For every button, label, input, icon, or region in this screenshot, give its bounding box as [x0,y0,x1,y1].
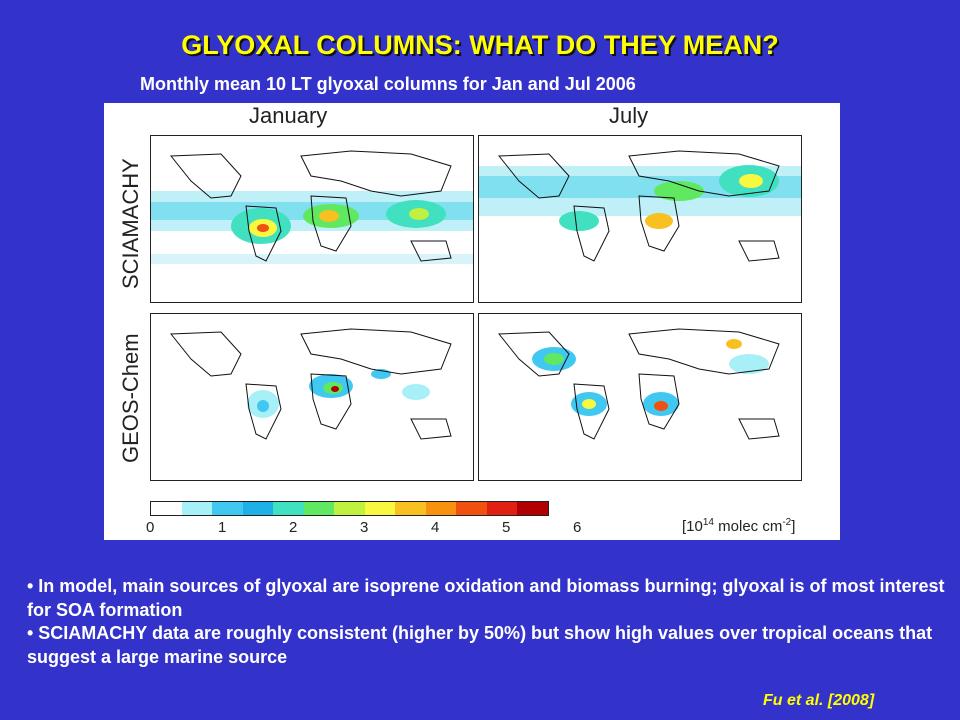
map-sciamachy-july [478,135,802,303]
column-label-january: January [249,103,328,128]
colorbar-swatch-7 [364,502,395,515]
bullet-item: • In model, main sources of glyoxal are … [27,576,945,620]
bullet-item: • SCIAMACHY data are roughly consistent … [27,623,933,667]
colorbar-swatch-12 [517,502,548,515]
colorbar-swatch-9 [425,502,456,515]
row-label-sciamachy: SCIAMACHY [118,158,143,289]
colorbar-tick-1: 1 [218,519,227,536]
colorbar-swatch-1 [181,502,212,515]
slide-subtitle: Monthly mean 10 LT glyoxal columns for J… [140,74,636,94]
colorbar-tick-4: 4 [431,519,440,536]
map-geos-chem-january [150,313,474,481]
citation: Fu et al. [2008] [763,692,875,709]
map-sciamachy-january [150,135,474,303]
colorbar-tick-3: 3 [360,519,369,536]
colorbar-swatch-0 [151,502,182,515]
colorbar-swatch-3 [242,502,273,515]
map-geos-chem-july [478,313,802,481]
colorbar-swatch-6 [334,502,365,515]
colorbar-units: [1014 molec cm-2] [682,517,796,535]
colorbar-swatch-4 [273,502,304,515]
colorbar-tick-0: 0 [146,519,155,536]
glyoxal-map-figure: January July SCIAMACHY GEOS-Chem [104,103,840,540]
colorbar-swatch-5 [303,502,334,515]
colorbar-swatch-10 [456,502,487,515]
row-label-geos-chem: GEOS-Chem [118,333,143,463]
colorbar-tick-6: 6 [573,519,582,536]
colorbar-swatch-11 [486,502,517,515]
colorbar-swatch-2 [212,502,243,515]
colorbar-swatch-8 [395,502,426,515]
colorbar [150,501,549,516]
bullet-list: • In model, main sources of glyoxal are … [27,575,957,669]
colorbar-tick-5: 5 [502,519,511,536]
slide-title: GLYOXAL COLUMNS: WHAT DO THEY MEAN? [181,30,779,60]
column-label-july: July [609,103,649,128]
colorbar-tick-2: 2 [289,519,298,536]
